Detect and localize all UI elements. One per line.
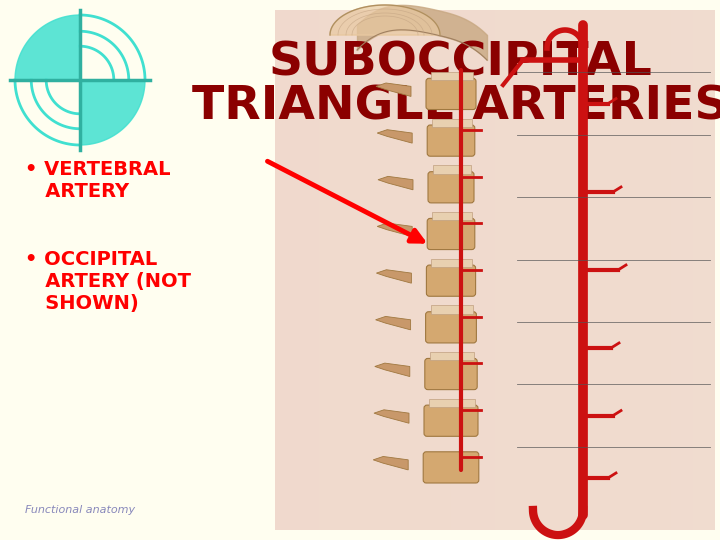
FancyBboxPatch shape — [426, 312, 477, 343]
Bar — [363, 10, 385, 530]
FancyBboxPatch shape — [427, 218, 474, 249]
Bar — [407, 10, 429, 530]
Bar — [649, 10, 671, 530]
Bar — [319, 10, 341, 530]
Bar — [431, 305, 473, 314]
Polygon shape — [376, 316, 410, 330]
Polygon shape — [378, 177, 413, 190]
Bar — [693, 10, 715, 530]
Bar — [431, 72, 473, 80]
Polygon shape — [377, 270, 411, 283]
Bar — [432, 212, 472, 220]
FancyBboxPatch shape — [428, 172, 474, 203]
Bar — [433, 165, 471, 174]
FancyBboxPatch shape — [427, 125, 474, 156]
Polygon shape — [80, 80, 145, 145]
Bar — [627, 10, 649, 530]
Text: TRIANGLE ARTERIES: TRIANGLE ARTERIES — [192, 85, 720, 130]
Polygon shape — [377, 130, 412, 143]
FancyBboxPatch shape — [426, 78, 476, 110]
Polygon shape — [376, 83, 411, 97]
Text: Functional anatomy: Functional anatomy — [25, 505, 135, 515]
FancyBboxPatch shape — [425, 359, 477, 390]
Polygon shape — [330, 5, 440, 35]
Text: • OCCIPITAL
   ARTERY (NOT
   SHOWN): • OCCIPITAL ARTERY (NOT SHOWN) — [25, 250, 191, 313]
Bar — [583, 10, 605, 530]
Text: • VERTEBRAL
   ARTERY: • VERTEBRAL ARTERY — [25, 160, 171, 201]
Bar — [561, 10, 583, 530]
Bar — [429, 10, 451, 530]
Polygon shape — [373, 456, 408, 470]
Bar — [451, 10, 473, 530]
FancyBboxPatch shape — [426, 265, 476, 296]
Polygon shape — [375, 363, 410, 376]
Bar — [429, 399, 474, 407]
Bar — [431, 259, 472, 267]
Bar — [275, 10, 715, 530]
Bar — [430, 352, 474, 360]
FancyBboxPatch shape — [424, 405, 478, 436]
Polygon shape — [15, 15, 80, 80]
Bar — [517, 10, 539, 530]
Bar — [671, 10, 693, 530]
Text: SUBOCCIPITAL: SUBOCCIPITAL — [268, 40, 652, 85]
Bar — [297, 10, 319, 530]
Bar — [341, 10, 363, 530]
Bar — [495, 10, 517, 530]
Bar — [473, 10, 495, 530]
Polygon shape — [377, 223, 412, 237]
Bar — [539, 10, 561, 530]
Bar — [605, 10, 627, 530]
Bar — [432, 119, 472, 127]
FancyBboxPatch shape — [423, 452, 479, 483]
Bar — [385, 10, 407, 530]
Polygon shape — [374, 410, 409, 423]
Bar — [275, 10, 297, 530]
